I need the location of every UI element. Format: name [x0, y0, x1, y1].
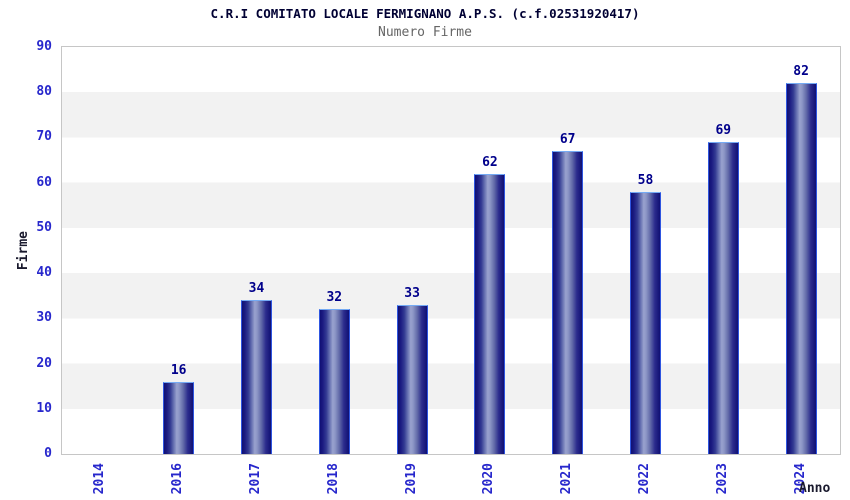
bar-value-2022: 58 [637, 172, 654, 188]
x-tick-label: 2020 [481, 463, 497, 495]
bar-value-2017: 34 [248, 281, 265, 297]
x-tick-label: 2017 [247, 463, 263, 495]
bar-2024 [785, 83, 817, 454]
x-tick-label: 2019 [403, 463, 419, 495]
x-tick-2023: 2023 [683, 463, 761, 499]
x-tick-2019: 2019 [372, 463, 450, 499]
y-tick-40: 40 [36, 265, 52, 281]
x-tick-2014: 2014 [61, 463, 139, 499]
x-tick-label: 2023 [714, 463, 730, 495]
bar-2016 [163, 381, 195, 454]
x-tick-2018: 2018 [294, 463, 372, 499]
bar-2022 [630, 191, 661, 454]
x-tick-label: 2021 [559, 463, 575, 495]
bar-value-2024: 82 [793, 64, 809, 80]
y-tick-60: 60 [36, 174, 52, 190]
x-tick-2017: 2017 [217, 463, 295, 499]
y-tick-10: 10 [36, 400, 52, 416]
x-tick-label: 2022 [636, 463, 652, 495]
bar-2023 [707, 141, 739, 454]
bar-value-2020: 62 [482, 154, 498, 170]
y-tick-30: 30 [36, 310, 52, 326]
y-tick-90: 90 [36, 39, 52, 54]
y-tick-50: 50 [36, 219, 52, 235]
x-tick-label: 2016 [170, 463, 186, 495]
y-tick-70: 70 [36, 129, 52, 145]
x-tick-2021: 2021 [528, 463, 606, 499]
bar-2019 [396, 304, 428, 454]
bar-2020 [474, 173, 506, 454]
y-tick-0: 0 [44, 446, 52, 461]
bar-2017 [241, 300, 272, 454]
bar-2018 [318, 309, 350, 454]
bar-value-2018: 32 [326, 290, 343, 306]
y-tick-80: 80 [36, 84, 52, 100]
x-tick-2022: 2022 [606, 463, 684, 499]
x-tick-label: 2018 [325, 463, 341, 495]
y-axis-label: Firme [16, 46, 31, 455]
chart-title: C.R.I COMITATO LOCALE FERMIGNANO A.P.S. … [210, 6, 640, 21]
bar-value-2023: 69 [715, 122, 732, 138]
plot-area: 16 34 32 33 62 67 58 69 82 [61, 46, 841, 455]
x-axis-label: Anno [799, 481, 831, 496]
chart-subtitle: Numero Firme [378, 25, 472, 40]
y-tick-20: 20 [36, 355, 52, 371]
x-tick-2016: 2016 [139, 463, 217, 499]
bar-2021 [552, 151, 584, 454]
bar-value-2021: 67 [559, 132, 576, 148]
bar-value-2016: 16 [170, 362, 187, 378]
bar-value-2019: 33 [404, 285, 420, 301]
x-tick-label: 2014 [92, 463, 108, 495]
x-tick-2020: 2020 [450, 463, 528, 499]
